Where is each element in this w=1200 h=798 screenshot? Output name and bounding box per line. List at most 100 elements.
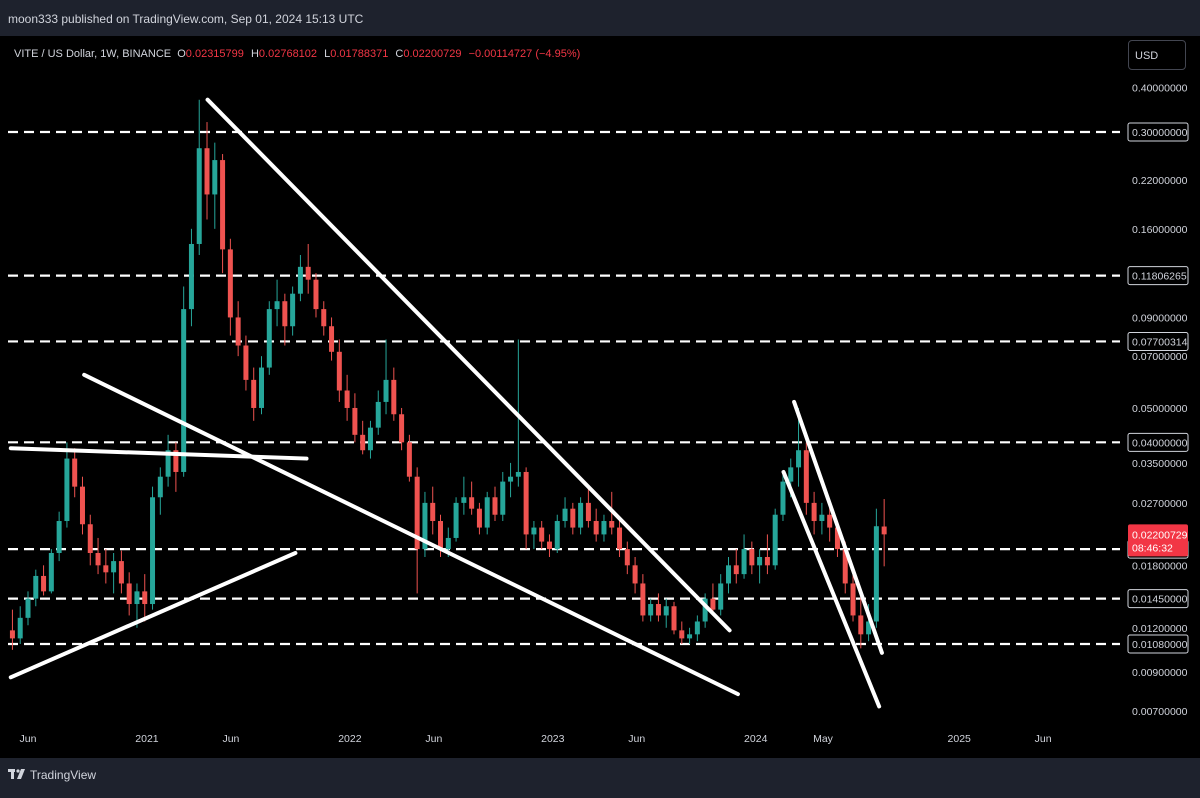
candle-body [788,467,794,482]
price-axis-label: 0.16000000 [1132,224,1188,236]
price-axis-label: 0.09000000 [1132,312,1188,324]
candle-body [41,575,47,592]
candle-body [9,630,15,639]
candle-body [593,521,599,535]
symbol-legend: VITE / US Dollar, 1W, BINANCE O0.0231579… [14,48,584,60]
level-price-label: 0.04000000 [1132,437,1188,449]
candle-body [251,379,257,408]
level-price-label: 0.11806265 [1132,271,1187,283]
candle-body [531,527,537,535]
candle-body [305,266,311,280]
candle-body [796,450,802,468]
candle-body [258,367,264,408]
candle-body [873,526,879,622]
candle-body [461,497,467,503]
candle-body [624,549,630,566]
candle-body [111,561,117,573]
price-axis-label: 0.05000000 [1132,403,1188,415]
level-price-tag [1127,331,1189,351]
price-axis-label: 0.07000000 [1132,351,1188,363]
candle-body [150,497,156,605]
candle-body [360,434,366,451]
candle-body [406,442,412,477]
candle-body [134,591,140,605]
time-axis-label: Jun [222,733,239,745]
candle-body [235,317,241,346]
candle-body [126,583,132,605]
candle-body [546,541,552,550]
candle-body [173,450,179,472]
candle-body [336,351,342,391]
candle-body [220,160,226,250]
legend-open-label: O [177,48,186,60]
price-axis-label: 0.22000000 [1132,175,1188,187]
time-axis-label: May [813,733,834,745]
candle-body [749,549,755,566]
candle-body [764,556,770,566]
candle-body [313,279,319,310]
time-axis: Jun 2021 Jun 2022 Jun 2023 Jun 2024 May 2025 Jun [20,733,1052,745]
time-axis-label: Jun [1035,733,1052,745]
wedge-lower-line [781,469,882,709]
candle-body [570,508,576,528]
candle-body [834,527,840,550]
candle-body [554,521,560,550]
candle-body [103,565,109,573]
candle-body [725,565,731,584]
legend-open: 0.02315799 [185,48,244,60]
level-price-tag [1127,122,1189,142]
candle-body [204,148,210,195]
price-axis-label: 0.40000000 [1132,83,1188,95]
candle-body [694,621,700,635]
level-price-tag [1127,589,1189,609]
legend-low-label: L [324,48,331,60]
level-price-label: 0.01450000 [1132,594,1188,606]
candle-body [687,634,693,639]
legend-symbol: VITE / US Dollar, 1W, BINANCE [14,48,172,60]
horizontal-levels [8,130,1120,646]
candle-body [710,598,716,610]
candle-body [87,524,93,553]
price-axis-label: 0.02700000 [1132,498,1188,510]
last-price-value: 0.02200729 [1132,529,1188,541]
last-price-countdown: 08:46:32 [1132,542,1173,554]
level-price-label: 0.07700314 [1132,336,1188,348]
candle-body [64,458,70,522]
left-flat-line [8,446,309,461]
candle-body [290,293,296,327]
left-rising-line [8,550,298,680]
candle-body [679,630,685,639]
candle-body [718,583,724,610]
wedge-upper-line [792,399,884,655]
candle-body [414,476,420,550]
candle-body [282,301,288,327]
candle-body [25,598,31,618]
currency-button[interactable]: USD [1128,40,1186,70]
candle-body [344,390,350,408]
level-price-label: 0.30000000 [1132,127,1188,139]
price-chart[interactable]: 0.40000000 0.22000000 0.16000000 0.09000000… [8,36,1192,758]
candle-body [858,615,864,635]
candle-body [181,309,187,472]
chart-area[interactable]: 0.40000000 0.22000000 0.16000000 0.09000000… [8,36,1192,758]
candle-body [842,549,848,584]
candle-body [562,508,568,522]
candle-body [79,486,85,525]
candle-body [157,476,163,498]
level-price-label: 0.01080000 [1132,639,1188,651]
candle-body [469,497,475,509]
legend-low: 0.01788371 [330,48,389,60]
tradingview-logo[interactable]: TradingView [8,768,96,782]
tradingview-logo-icon [8,769,25,779]
candle-body [227,249,233,318]
candle-body [453,502,459,538]
candle-body [741,549,747,575]
candles [9,99,887,650]
candle-body [438,521,444,550]
time-axis-label: 2025 [948,733,972,745]
candle-body [757,556,763,566]
candle-body [866,621,872,635]
candle-body [632,565,638,584]
candle-body [601,521,607,535]
level-price-tag [1127,634,1189,654]
